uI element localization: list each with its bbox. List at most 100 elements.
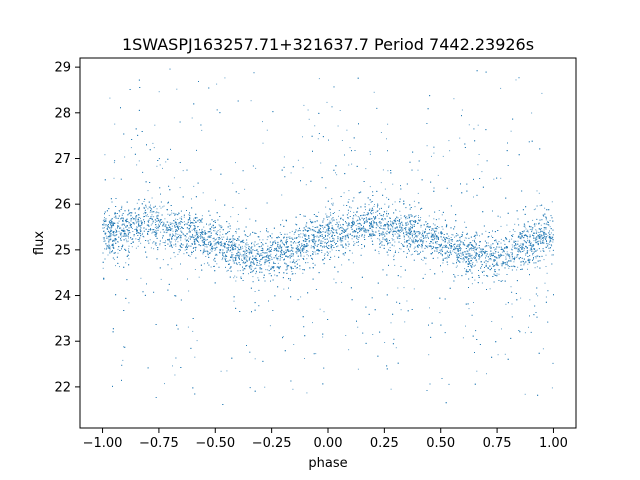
data-point xyxy=(140,230,142,232)
data-point xyxy=(422,242,424,244)
data-point xyxy=(250,250,252,252)
data-point xyxy=(448,140,450,142)
data-point xyxy=(128,302,130,304)
data-point xyxy=(317,244,319,246)
data-point xyxy=(191,229,193,231)
data-point xyxy=(436,241,437,243)
data-point xyxy=(240,249,242,250)
data-point xyxy=(280,250,281,252)
data-point xyxy=(162,242,164,243)
data-point xyxy=(537,231,539,233)
data-point xyxy=(377,225,379,227)
data-point xyxy=(500,177,502,179)
data-point xyxy=(229,228,231,230)
data-point xyxy=(214,249,216,251)
data-point xyxy=(411,224,413,225)
data-point xyxy=(421,247,423,249)
data-point xyxy=(464,268,466,270)
data-point xyxy=(489,247,491,249)
data-point xyxy=(420,236,422,238)
data-point xyxy=(457,244,459,246)
data-point xyxy=(460,248,462,250)
data-point xyxy=(194,356,196,358)
data-point xyxy=(117,248,119,250)
data-point xyxy=(551,254,553,256)
data-point xyxy=(428,215,430,217)
data-point xyxy=(297,159,299,161)
data-point xyxy=(274,241,276,243)
data-point xyxy=(262,121,263,123)
data-point xyxy=(454,251,456,253)
data-point xyxy=(494,252,496,254)
data-point xyxy=(140,221,142,223)
data-point xyxy=(140,220,142,222)
data-point xyxy=(345,244,347,246)
data-point xyxy=(322,336,324,338)
data-point xyxy=(299,230,301,232)
data-point xyxy=(160,231,162,233)
data-point xyxy=(220,241,222,243)
data-point xyxy=(442,262,444,264)
data-point xyxy=(179,228,181,230)
data-point xyxy=(398,251,400,253)
data-point xyxy=(273,261,275,263)
data-point xyxy=(136,221,138,223)
data-point xyxy=(173,244,175,246)
data-point xyxy=(477,124,479,126)
data-point xyxy=(403,234,405,236)
data-point xyxy=(369,233,371,235)
data-point xyxy=(318,240,320,241)
data-point xyxy=(136,231,138,233)
data-point xyxy=(219,243,221,245)
data-point xyxy=(343,204,345,206)
data-point xyxy=(245,247,247,248)
data-point xyxy=(345,243,347,245)
data-point xyxy=(421,245,423,247)
data-point xyxy=(289,236,291,238)
data-point xyxy=(432,229,434,231)
data-point xyxy=(109,234,110,236)
data-point xyxy=(533,252,534,254)
data-point xyxy=(291,245,293,247)
data-point xyxy=(104,248,105,250)
data-point xyxy=(438,210,440,211)
data-point xyxy=(154,226,156,228)
data-point xyxy=(128,258,130,260)
data-point xyxy=(534,267,536,269)
data-point xyxy=(154,124,156,126)
data-point xyxy=(210,229,212,231)
data-point xyxy=(237,246,239,248)
data-point xyxy=(406,240,408,242)
data-point xyxy=(338,221,340,223)
data-point xyxy=(127,232,129,234)
data-point xyxy=(534,208,536,210)
data-point xyxy=(462,251,464,253)
data-point xyxy=(439,246,441,248)
data-point xyxy=(157,227,159,228)
data-point xyxy=(201,221,203,223)
data-point xyxy=(438,218,440,220)
data-point xyxy=(236,228,238,230)
data-point xyxy=(254,258,256,260)
data-point xyxy=(214,230,216,232)
data-point xyxy=(338,210,340,211)
data-point xyxy=(154,243,156,245)
data-point xyxy=(533,209,535,211)
data-point xyxy=(478,154,480,155)
data-point xyxy=(307,109,309,111)
data-point xyxy=(470,248,472,250)
data-point xyxy=(527,268,528,270)
data-point xyxy=(188,214,190,216)
data-point xyxy=(150,224,152,226)
data-point xyxy=(336,223,338,225)
data-point xyxy=(527,237,528,239)
data-point xyxy=(268,273,270,275)
data-point xyxy=(257,277,259,279)
data-point xyxy=(219,231,221,233)
data-point xyxy=(123,346,124,348)
data-point xyxy=(330,208,331,210)
data-point xyxy=(257,243,259,245)
data-point xyxy=(538,192,540,194)
data-point xyxy=(174,256,176,258)
data-point xyxy=(287,247,288,249)
